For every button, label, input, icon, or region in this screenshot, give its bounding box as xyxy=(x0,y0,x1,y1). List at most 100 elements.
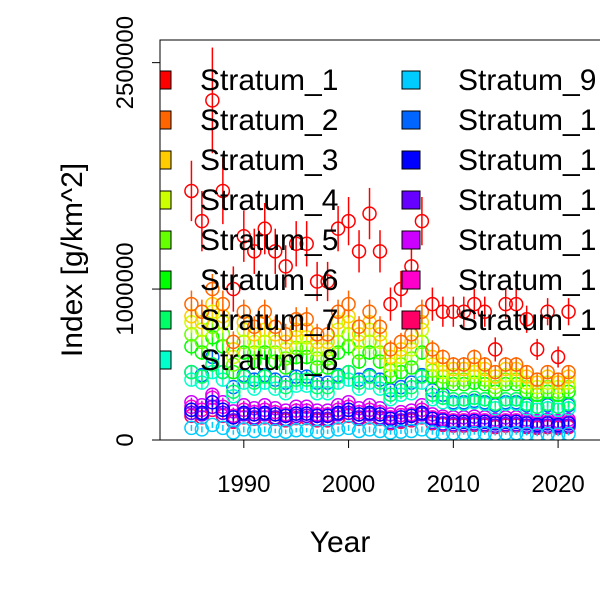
data-point xyxy=(341,213,356,229)
data-point xyxy=(341,296,356,312)
data-point xyxy=(299,236,314,252)
x-axis: 1990 2000 2010 2020 xyxy=(217,440,585,498)
data-point xyxy=(550,399,566,415)
legend: Stratum_1 Stratum_2 Stratum_3 Stratum_4 Stra… xyxy=(160,64,596,377)
legend-label: Stratum_1 xyxy=(458,304,596,337)
legend-swatch xyxy=(160,110,172,130)
data-point xyxy=(330,221,346,236)
data-point xyxy=(257,422,273,437)
data-point xyxy=(288,236,304,252)
legend-label: Stratum_1 xyxy=(458,224,596,257)
legend-label: Stratum_7 xyxy=(200,304,338,337)
y-tick-label: 1000000 xyxy=(112,242,139,335)
data-point xyxy=(435,349,451,365)
data-point xyxy=(425,425,440,440)
data-point xyxy=(529,417,545,433)
legend-swatch xyxy=(401,230,421,250)
data-point xyxy=(247,407,262,422)
data-point xyxy=(467,349,482,365)
data-point xyxy=(184,420,199,436)
data-point xyxy=(435,390,451,405)
data-point xyxy=(540,364,555,380)
data-point xyxy=(309,379,325,395)
x-axis-label: Year xyxy=(310,526,371,559)
data-point xyxy=(561,416,576,431)
data-point xyxy=(299,311,314,327)
data-point xyxy=(267,319,283,335)
legend-label: Stratum_1 xyxy=(458,144,596,177)
data-point xyxy=(330,405,346,421)
legend-swatch xyxy=(160,350,172,370)
data-point xyxy=(487,416,503,431)
data-point xyxy=(205,357,220,372)
legend-label: Stratum_1 xyxy=(200,64,338,97)
data-point xyxy=(529,372,545,387)
data-point xyxy=(215,364,231,380)
data-point xyxy=(446,391,461,407)
data-point xyxy=(362,405,377,421)
legend-label: Stratum_3 xyxy=(200,144,338,177)
legend-label: Stratum_8 xyxy=(200,344,338,377)
legend-swatch xyxy=(160,310,172,330)
data-point xyxy=(267,423,283,439)
data-point xyxy=(372,423,388,439)
data-point xyxy=(288,406,304,421)
data-point xyxy=(226,281,241,297)
data-point xyxy=(184,296,199,312)
data-point xyxy=(393,424,409,439)
data-point xyxy=(278,424,293,439)
data-point xyxy=(540,396,555,412)
y-tick-label: 0 xyxy=(112,433,139,446)
data-point xyxy=(372,244,388,259)
data-point xyxy=(508,357,524,372)
data-point xyxy=(519,311,534,327)
legend-swatch xyxy=(160,230,172,250)
plot-frame xyxy=(159,39,600,441)
data-point xyxy=(561,396,576,412)
legend-label: Stratum_2 xyxy=(200,104,338,137)
data-point xyxy=(278,408,293,424)
legend-swatch xyxy=(401,270,421,290)
data-point xyxy=(267,407,283,422)
data-point xyxy=(309,274,325,289)
data-point xyxy=(561,426,576,440)
series-2 xyxy=(184,273,576,387)
data-point xyxy=(236,228,252,244)
legend-label: Stratum_1 xyxy=(458,264,596,297)
y-axis-label: Index [g/km^2] xyxy=(56,163,89,357)
data-point xyxy=(540,416,555,431)
data-point xyxy=(184,402,199,418)
data-point xyxy=(257,221,273,236)
data-point xyxy=(226,334,241,350)
data-point xyxy=(498,414,513,430)
data-point xyxy=(247,319,262,335)
data-point xyxy=(320,408,335,424)
legend-swatch xyxy=(160,150,172,170)
data-point xyxy=(205,281,220,297)
data-point xyxy=(393,382,409,398)
data-point xyxy=(351,244,367,259)
data-point xyxy=(362,422,377,437)
legend-swatch xyxy=(160,70,172,90)
data-point xyxy=(383,296,398,312)
series-11 xyxy=(184,395,576,433)
data-point xyxy=(320,379,335,395)
y-axis: 0 1000000 2500000 xyxy=(112,16,160,447)
data-point xyxy=(508,296,524,312)
data-point xyxy=(309,327,325,342)
data-point xyxy=(446,304,461,319)
data-point xyxy=(351,423,367,439)
legend-swatch xyxy=(160,190,172,210)
data-point xyxy=(351,319,367,335)
data-point xyxy=(425,342,440,357)
series-9 xyxy=(184,417,576,440)
x-tick-label: 2010 xyxy=(427,471,480,498)
data-point xyxy=(508,414,524,430)
x-tick-label: 1990 xyxy=(217,471,270,498)
data-point xyxy=(404,423,419,439)
data-point xyxy=(477,414,493,430)
data-point xyxy=(341,364,356,380)
data-point xyxy=(477,304,493,319)
data-point xyxy=(341,420,356,436)
data-point xyxy=(299,372,314,387)
